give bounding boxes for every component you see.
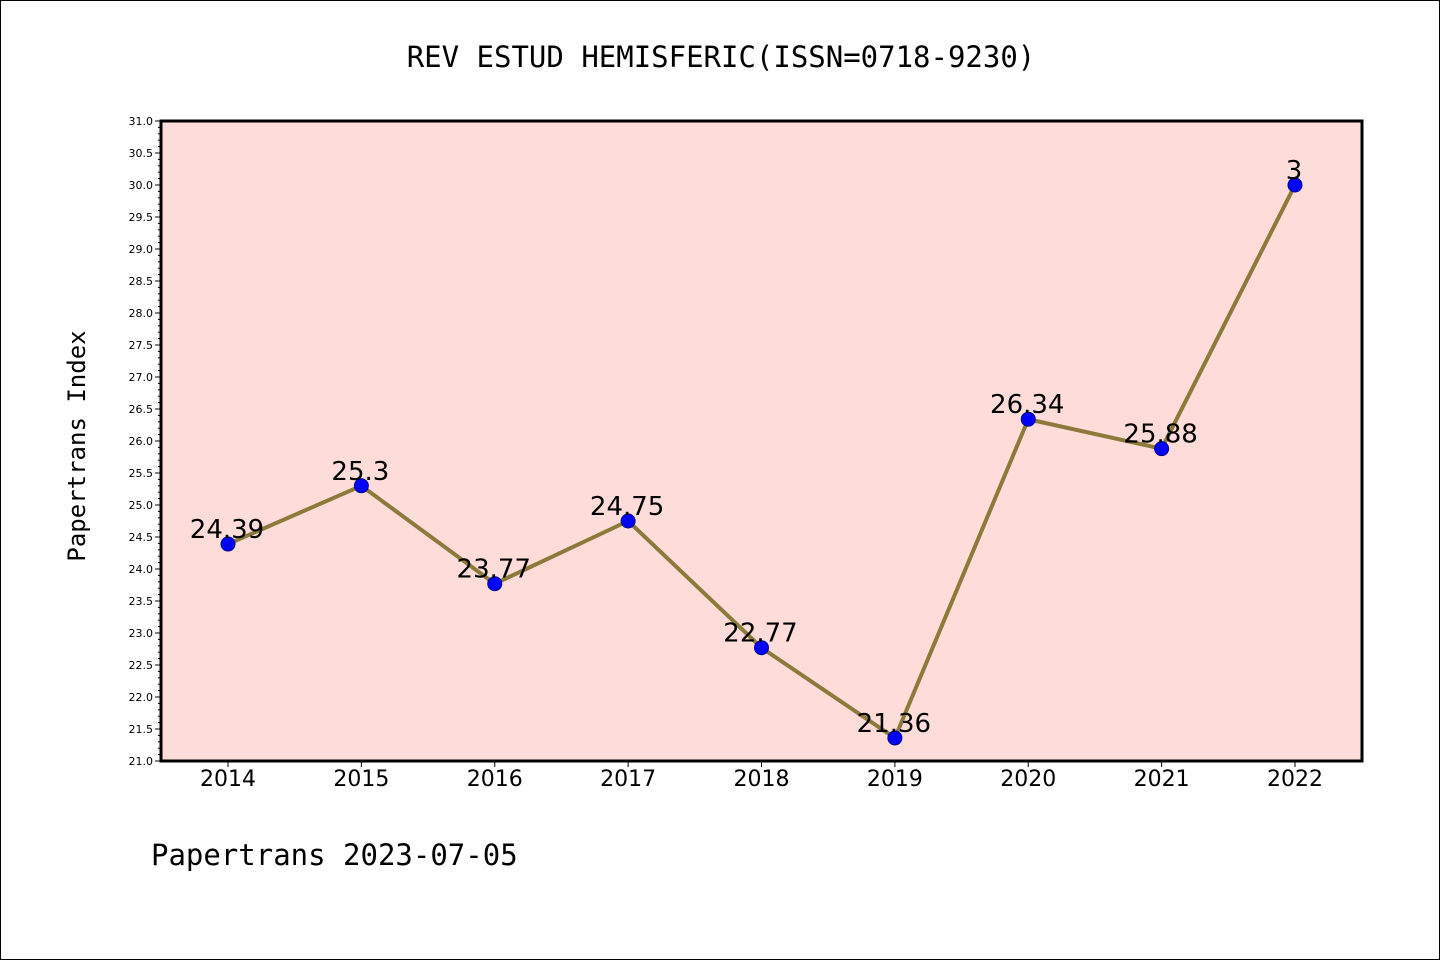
- y-tick-label: 27.0: [129, 371, 154, 384]
- y-tick-label: 30.0: [129, 179, 154, 192]
- data-label: 25.88: [1123, 420, 1197, 450]
- y-axis: 21.0 21.5 22.0 22.5 23.0 23.5 24.0 24.5 25.0 25.5…: [129, 115, 161, 768]
- y-tick-label: 24.0: [129, 563, 154, 576]
- y-tick-label: 24.5: [129, 531, 154, 544]
- data-point: [487, 576, 503, 592]
- y-tick-label: 30.5: [129, 147, 154, 160]
- data-label: 22.77: [723, 619, 797, 649]
- x-tick-label: 2016: [467, 767, 523, 792]
- data-point: [620, 513, 636, 529]
- y-tick-label: 31.0: [129, 115, 154, 128]
- data-labels: 24.39 25.3 23.77 24.75 22.77 21.36 26.34 25.88 3: [190, 156, 1302, 739]
- y-tick-label: 28.5: [129, 275, 154, 288]
- data-label: 25.3: [331, 457, 389, 487]
- data-point: [887, 730, 903, 746]
- y-tick-label: 27.5: [129, 339, 154, 352]
- data-point: [754, 640, 769, 656]
- y-tick-label: 26.5: [129, 403, 154, 416]
- x-tick-label: 2019: [867, 767, 923, 792]
- data-point: [1154, 441, 1170, 457]
- data-point: [1287, 177, 1303, 193]
- x-axis: 2014 2015 2016 2017 2018 2019 2020 2021 2022: [200, 761, 1323, 792]
- y-tick-label: 25.0: [129, 499, 154, 512]
- y-tick-label: 25.5: [129, 467, 154, 480]
- x-tick-label: 2022: [1267, 767, 1323, 792]
- chart-title: REV ESTUD HEMISFERIC(ISSN=0718-9230): [407, 40, 1036, 74]
- y-axis-label: Papertrans Index: [63, 330, 91, 561]
- data-markers: [220, 177, 1303, 746]
- y-tick-label: 29.0: [129, 243, 154, 256]
- data-label: 21.36: [857, 709, 931, 739]
- data-label: 24.39: [190, 515, 264, 545]
- y-tick-label: 28.0: [129, 307, 154, 320]
- data-point: [220, 536, 236, 552]
- x-tick-label: 2015: [333, 767, 389, 792]
- y-tick-label: 29.5: [129, 211, 154, 224]
- y-tick-label: 22.0: [129, 691, 154, 704]
- plot-border: [159, 119, 1364, 763]
- y-tick-label: 23.5: [129, 595, 154, 608]
- y-tick-label: 22.5: [129, 659, 154, 672]
- x-tick-label: 2020: [1000, 767, 1056, 792]
- x-tick-label: 2014: [200, 767, 256, 792]
- y-tick-label: 21.5: [129, 723, 154, 736]
- y-tick-label: 23.0: [129, 627, 154, 640]
- y-tick-label: 21.0: [129, 755, 154, 768]
- footer-date-stamp: Papertrans 2023-07-05: [151, 838, 518, 872]
- data-label: 23.77: [457, 555, 531, 585]
- data-point: [1020, 411, 1036, 427]
- x-tick-label: 2018: [734, 767, 790, 792]
- data-label: 3: [1286, 156, 1303, 186]
- y-tick-label: 26.0: [129, 435, 154, 448]
- data-label: 24.75: [590, 492, 664, 522]
- data-label: 26.34: [990, 390, 1064, 420]
- x-tick-label: 2021: [1134, 767, 1190, 792]
- x-tick-label: 2017: [600, 767, 656, 792]
- data-point: [353, 478, 369, 494]
